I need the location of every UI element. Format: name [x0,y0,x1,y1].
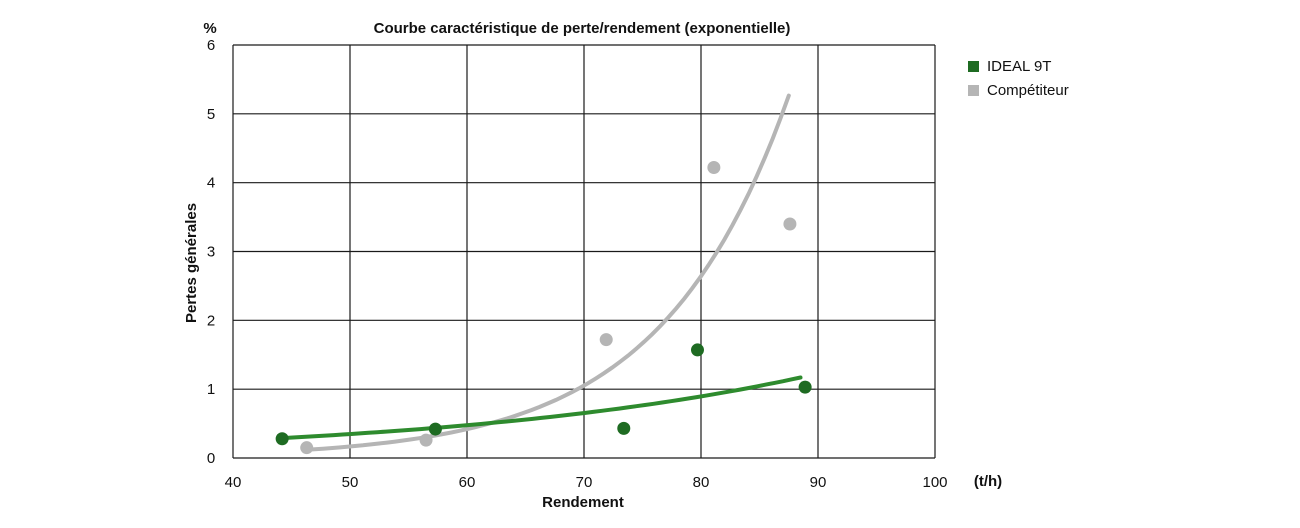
x-tick-label: 70 [576,474,593,491]
legend-label: Compétiteur [987,82,1069,99]
y-tick-label: 6 [207,37,215,54]
y-unit-label: % [203,20,216,37]
data-point [798,380,812,394]
legend: IDEAL 9T Compétiteur [968,58,1069,99]
x-tick-label: 40 [225,474,242,491]
legend-swatch [968,61,979,72]
y-tick-label: 3 [207,244,215,261]
data-point [707,161,721,175]
y-tick-label: 2 [207,312,215,329]
y-tick-label: 1 [207,381,215,398]
x-axis-label: Rendement [542,494,624,511]
chart-title: Courbe caractéristique de perte/rendemen… [374,20,791,37]
trendline-1 [304,93,791,452]
data-point [599,333,613,347]
x-tick-label: 90 [810,474,827,491]
y-tick-label: 4 [207,175,215,192]
ticks: 40 50 60 70 80 90 100 0 1 2 3 4 5 6 [207,37,948,491]
data-point [617,421,631,435]
data-point [690,343,704,357]
grid [232,44,936,459]
x-tick-label: 50 [342,474,359,491]
x-unit-label: (t/h) [974,473,1002,490]
trendline-0 [280,375,803,441]
data-point [275,432,289,446]
legend-label: IDEAL 9T [987,58,1051,75]
x-tick-label: 100 [922,474,947,491]
data-point [300,441,314,455]
x-tick-label: 80 [693,474,710,491]
y-tick-label: 0 [207,450,215,467]
plot-area [275,93,812,455]
data-point [428,422,442,436]
data-point [783,217,797,231]
legend-swatch [968,85,979,96]
y-tick-label: 5 [207,106,215,123]
data-point [419,433,433,447]
x-tick-label: 60 [459,474,476,491]
y-axis-label: Pertes générales [183,203,200,323]
